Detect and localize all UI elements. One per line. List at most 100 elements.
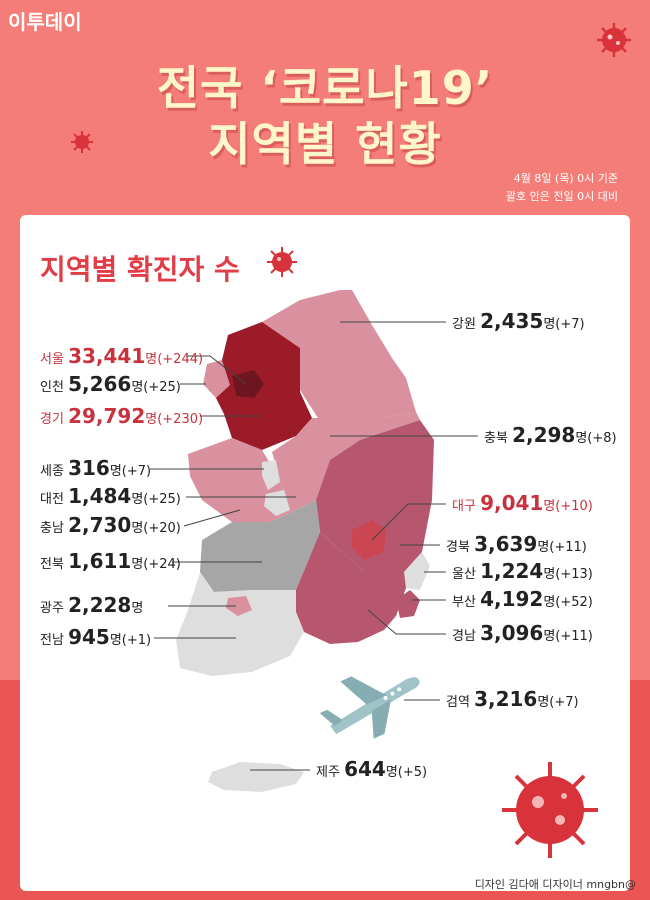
unit-text: 명 [131, 601, 144, 616]
region-count: 3,216 [474, 687, 538, 711]
unit-text: 명 [145, 352, 158, 367]
region-change: (+11) [549, 540, 587, 555]
region-gangwon [262, 290, 416, 418]
region-name: 서울 [40, 352, 64, 367]
region-count: 3,096 [480, 621, 544, 645]
unit-text: 명 [543, 317, 556, 332]
region-change: (+7) [549, 695, 579, 710]
region-name: 충북 [484, 431, 508, 446]
region-count: 3,639 [474, 532, 538, 556]
region-name: 세종 [40, 464, 64, 479]
region-name: 검역 [446, 695, 470, 710]
region-count: 29,792 [68, 404, 146, 428]
label-ulsan: 울산 1,224명(+13) [452, 561, 593, 585]
label-sejong: 세종 316명(+7) [40, 458, 151, 482]
region-count: 2,228 [68, 593, 132, 617]
region-jeonnam [176, 572, 304, 676]
virus-icon [267, 247, 297, 277]
label-jeju: 제주 644명(+5) [316, 759, 427, 783]
region-seoul [232, 370, 264, 398]
region-name: 울산 [452, 567, 476, 582]
region-count: 2,730 [68, 513, 132, 537]
label-quarantine: 검역 3,216명(+7) [446, 689, 579, 713]
region-jeonbuk [200, 500, 320, 592]
label-gyeongnam: 경남 3,096명(+11) [452, 623, 593, 647]
region-name: 제주 [316, 765, 340, 780]
label-busan: 부산 4,192명(+52) [452, 589, 593, 613]
virus-icon [597, 23, 631, 57]
label-jeonnam: 전남 945명(+1) [40, 627, 151, 651]
label-jeonbuk: 전북 1,611명(+24) [40, 551, 181, 575]
region-change: (+24) [143, 557, 181, 572]
region-change: (+52) [555, 595, 593, 610]
region-sejong [262, 460, 280, 490]
region-change: (+10) [555, 499, 593, 514]
unit-text: 명 [537, 540, 550, 555]
region-count: 1,224 [480, 559, 544, 583]
region-gyeongnam [296, 532, 406, 644]
region-count: 33,441 [68, 344, 146, 368]
region-gyeongbuk [316, 420, 434, 572]
label-seoul: 서울 33,441명(+244) [40, 346, 203, 370]
unit-text: 명 [543, 567, 556, 582]
region-gwangju [226, 596, 252, 616]
label-gyeonggi: 경기 29,792명(+230) [40, 406, 203, 430]
leader-chungnam [183, 509, 241, 527]
region-change: (+5) [397, 765, 428, 780]
unit-text: 명 [109, 464, 122, 479]
unit-text: 명 [543, 595, 556, 610]
unit-text: 명 [109, 633, 122, 648]
section-heading: 지역별 확진자 수 [40, 253, 240, 286]
region-count: 2,435 [480, 309, 544, 333]
region-name: 대구 [452, 499, 476, 514]
unit-text: 명 [543, 499, 556, 514]
region-daegu [352, 520, 386, 560]
basis-note: 4월 8일 (목) 0시 기준 [513, 172, 618, 185]
unit-text: 명 [131, 492, 144, 507]
region-name: 충남 [40, 521, 64, 536]
unit-text: 명 [575, 431, 588, 446]
region-change: (+25) [143, 492, 181, 507]
design-credit: 디자인 김다애 디자이너 mngbn@ [474, 878, 636, 891]
region-incheon [203, 360, 230, 398]
title-line-1: 전국 ‘코로나19’ [156, 61, 494, 115]
virus-icon [502, 762, 598, 858]
label-daejeon: 대전 1,484명(+25) [40, 486, 181, 510]
region-jeju [208, 762, 304, 792]
virus-icon [71, 131, 93, 153]
publisher-logo: 이투데이 [8, 10, 82, 34]
region-count: 5,266 [68, 372, 132, 396]
region-count: 4,192 [480, 587, 544, 611]
airplane-icon [319, 676, 420, 739]
region-change: (+7) [555, 317, 585, 332]
region-name: 전북 [40, 557, 64, 572]
label-chungbuk: 충북 2,298명(+8) [484, 425, 617, 449]
title-line-2: 지역별 현황 [208, 117, 442, 171]
region-count: 945 [68, 625, 110, 649]
region-change: (+20) [143, 521, 181, 536]
region-count: 2,298 [512, 423, 576, 447]
region-name: 인천 [40, 380, 64, 395]
region-chungbuk [272, 412, 420, 512]
unit-text: 명 [145, 412, 158, 427]
region-name: 강원 [452, 317, 476, 332]
unit-text: 명 [131, 557, 144, 572]
region-name: 대전 [40, 492, 64, 507]
region-name: 부산 [452, 595, 476, 610]
unit-text: 명 [131, 521, 144, 536]
label-chungnam: 충남 2,730명(+20) [40, 515, 181, 539]
unit-text: 명 [131, 380, 144, 395]
label-gyeongbuk: 경북 3,639명(+11) [446, 534, 587, 558]
region-change: (+244) [157, 352, 204, 367]
leader-seoul [186, 355, 247, 385]
region-ulsan [404, 552, 430, 590]
leader-gyeongnam [367, 609, 446, 635]
leader-daegu [371, 503, 446, 541]
region-count: 316 [68, 456, 110, 480]
region-count: 1,611 [68, 549, 132, 573]
region-change: (+11) [555, 629, 593, 644]
region-name: 경기 [40, 412, 64, 427]
region-count: 9,041 [480, 491, 544, 515]
unit-text: 명 [537, 695, 550, 710]
